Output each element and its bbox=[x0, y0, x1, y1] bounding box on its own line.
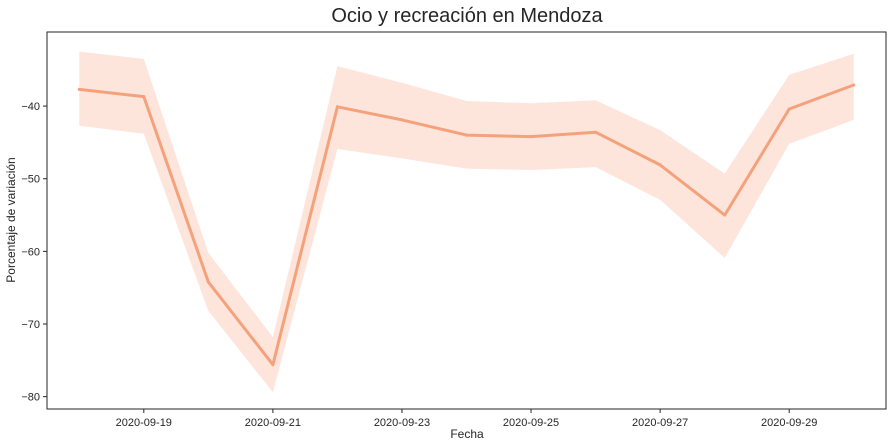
y-tick-label: −60 bbox=[21, 246, 40, 258]
y-tick-label: −70 bbox=[21, 319, 40, 331]
data-point bbox=[529, 135, 533, 139]
x-axis-label: Fecha bbox=[450, 427, 484, 441]
chart-title: Ocio y recreación en Mendoza bbox=[331, 5, 603, 27]
data-point bbox=[335, 105, 339, 109]
data-point bbox=[142, 95, 146, 99]
data-point bbox=[400, 118, 404, 122]
y-tick-label: −40 bbox=[21, 101, 40, 113]
data-point bbox=[852, 83, 856, 87]
data-point bbox=[787, 107, 791, 111]
y-axis-label: Porcentaje de variación bbox=[4, 157, 18, 282]
x-tick-label: 2020-09-19 bbox=[116, 417, 172, 429]
confidence-band bbox=[79, 51, 854, 393]
plot-frame bbox=[46, 31, 887, 410]
x-tick-label: 2020-09-23 bbox=[374, 417, 430, 429]
data-point bbox=[723, 213, 727, 217]
data-point bbox=[77, 87, 81, 91]
data-point bbox=[658, 163, 662, 167]
series-line-layer bbox=[77, 83, 856, 367]
x-tick-label: 2020-09-21 bbox=[245, 417, 301, 429]
data-point bbox=[271, 363, 275, 367]
y-tick-label: −50 bbox=[21, 174, 40, 186]
x-tick-label: 2020-09-29 bbox=[761, 417, 817, 429]
data-point bbox=[206, 280, 210, 284]
y-axis-ticks: −40 −50 −60 −70 −80 bbox=[21, 101, 47, 404]
confidence-band-layer bbox=[79, 51, 854, 393]
x-tick-label: 2020-09-27 bbox=[632, 417, 688, 429]
data-point bbox=[465, 133, 468, 137]
x-tick-label: 2020-09-25 bbox=[503, 417, 559, 429]
data-point bbox=[594, 130, 598, 134]
y-tick-label: −80 bbox=[21, 392, 40, 404]
x-axis-ticks: 2020-09-19 2020-09-21 2020-09-23 2020-09-25… bbox=[116, 409, 817, 429]
